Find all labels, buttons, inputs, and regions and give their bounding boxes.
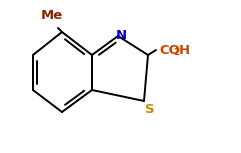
Text: CO: CO bbox=[159, 43, 180, 56]
Text: Me: Me bbox=[41, 9, 63, 22]
Text: S: S bbox=[145, 103, 155, 116]
Text: H: H bbox=[179, 43, 190, 56]
Text: N: N bbox=[115, 28, 127, 41]
Text: 2: 2 bbox=[173, 47, 179, 56]
